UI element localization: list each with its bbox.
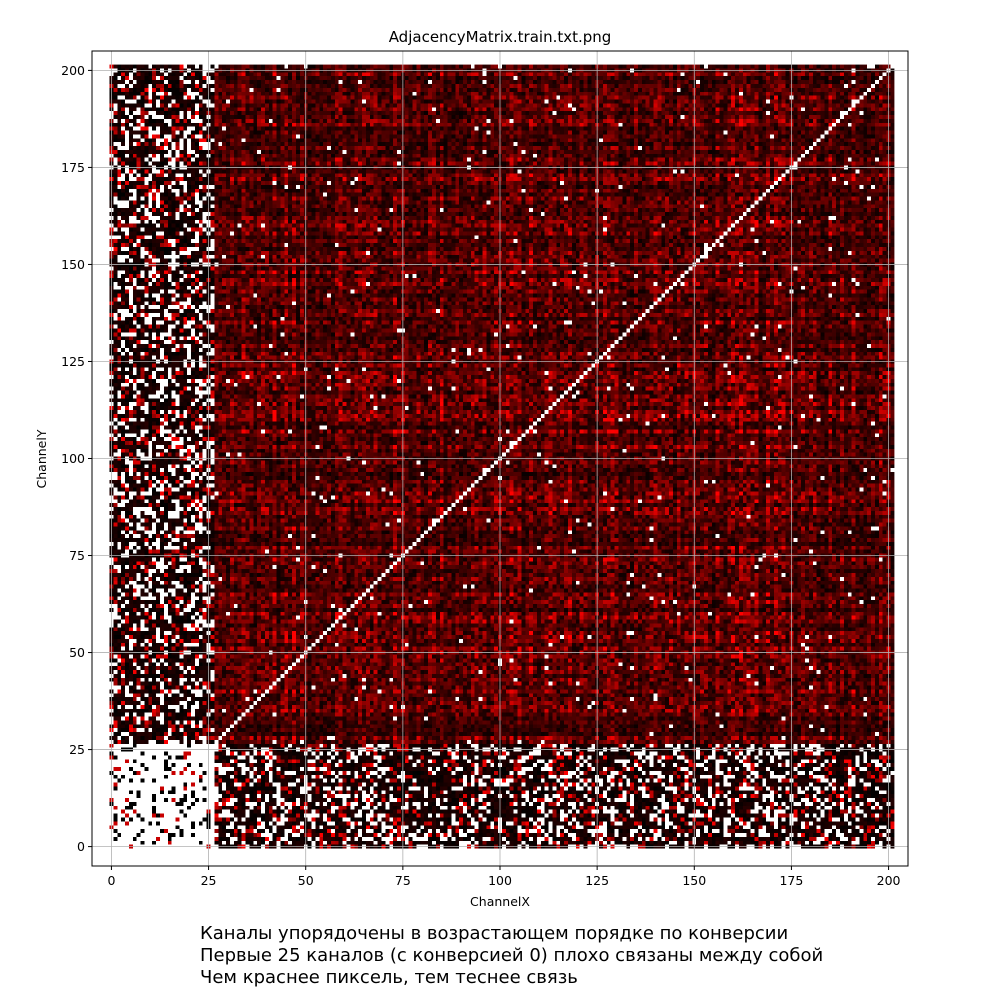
y-tick-label: 25 [69,742,85,757]
x-tick-label: 175 [779,873,803,888]
caption: Каналы упорядочены в возрастающем порядк… [200,923,823,989]
x-axis: 0 25 50 75 100 125 150 175 200 [107,866,901,888]
y-tick-label: 50 [69,645,85,660]
x-tick-label: 150 [682,873,706,888]
y-axis: 0 25 50 75 100 125 150 175 200 [61,63,92,854]
y-tick-label: 175 [61,160,85,175]
caption-line: Первые 25 каналов (с конверсией 0) плохо… [200,945,824,966]
heatmap [109,64,895,849]
x-tick-label: 0 [107,873,115,888]
x-tick-label: 75 [395,873,411,888]
x-tick-label: 125 [585,873,609,888]
y-tick-label: 125 [61,354,85,369]
y-tick-label: 200 [61,63,85,78]
y-tick-label: 0 [77,839,85,854]
caption-line: Каналы упорядочены в возрастающем порядк… [200,923,789,944]
caption-line: Чем краснее пиксель, тем теснее связь [200,967,578,988]
x-tick-label: 25 [201,873,217,888]
chart-title: AdjacencyMatrix.train.txt.png [389,28,612,46]
gridlines [92,51,908,866]
x-tick-label: 50 [298,873,314,888]
x-tick-label: 200 [877,873,901,888]
x-axis-label: ChannelX [470,894,530,909]
heatmap-image [109,64,895,849]
x-tick-label: 100 [488,873,512,888]
y-axis-label: ChannelY [34,429,49,488]
y-tick-label: 150 [61,257,85,272]
y-tick-label: 75 [69,548,85,563]
y-tick-label: 100 [61,451,85,466]
